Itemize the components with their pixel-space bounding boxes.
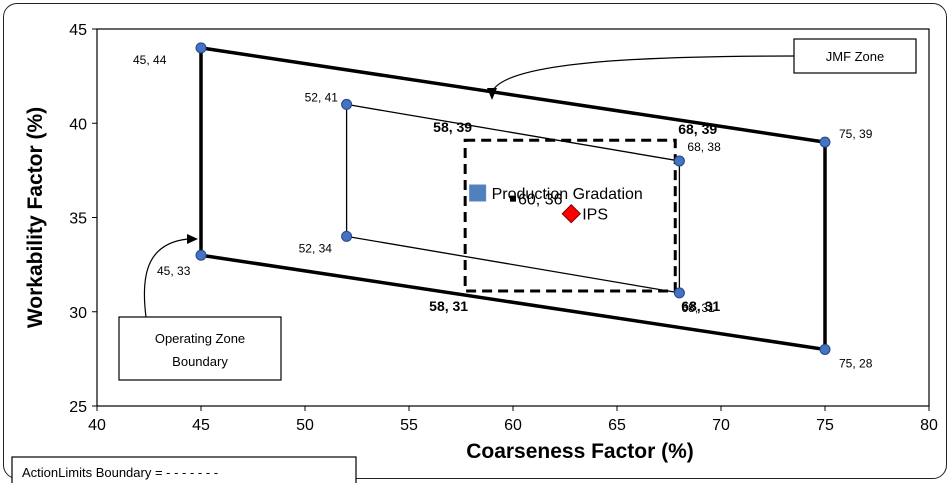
x-tick-label: 60 xyxy=(504,417,522,434)
operating-zone-point xyxy=(819,343,831,355)
x-tick-label: 75 xyxy=(816,417,834,434)
action-limits-point-label: 58, 31 xyxy=(429,298,468,314)
production-gradation-marker xyxy=(469,184,487,202)
jmf-zone-arrow xyxy=(491,55,795,93)
y-axis-title: Workability Factor (%) xyxy=(24,107,47,328)
operating-zone-point-label: 45, 44 xyxy=(133,53,167,67)
x-tick-label: 80 xyxy=(920,417,938,434)
center-point-label: 60, 36 xyxy=(518,192,563,209)
operating-zone-point-label: 45, 33 xyxy=(157,264,191,278)
jmf-zone-point xyxy=(673,287,685,299)
jmf-zone-point xyxy=(341,230,353,242)
y-tick-label: 35 xyxy=(69,211,87,228)
center-point-marker xyxy=(510,195,516,202)
jmf-zone-point-label: 68, 31 xyxy=(681,301,715,315)
x-tick-label: 45 xyxy=(192,417,210,434)
y-tick-label: 40 xyxy=(69,116,87,133)
action-limits-point-label: 58, 39 xyxy=(433,119,472,135)
action-limits-legend-text: ActionLimits Boundary = - - - - - - - xyxy=(22,465,218,480)
labels: 45, 44 75, 39 75, 28 45, 33 52, 41 68, 38 68, … xyxy=(133,53,873,371)
jmf-zone-callout-box xyxy=(793,38,917,74)
y-tick-label: 30 xyxy=(69,305,87,322)
operating-zone-callout-box xyxy=(118,316,282,381)
operating-zone-callout-line2: Boundary xyxy=(172,354,228,369)
jmf-zone-point-label: 68, 38 xyxy=(687,140,721,154)
ips-marker xyxy=(561,204,581,224)
jmf-zone-callout-text: JMF Zone xyxy=(826,49,885,64)
x-tick-label: 55 xyxy=(400,417,418,434)
jmf-zone-point xyxy=(673,155,685,167)
operating-zone-point xyxy=(195,249,207,261)
callouts: JMF Zone Operating Zone Boundary ActionLimi… xyxy=(11,38,917,483)
axes: 40 45 50 55 60 65 70 75 80 25 30 35 40 45 Coarseness F… xyxy=(24,22,938,463)
action-limits-legend-box xyxy=(11,456,357,483)
points xyxy=(195,42,831,355)
action-limits-point-label: 68, 31 xyxy=(681,298,720,314)
jmf-zone-arrowhead xyxy=(487,88,497,100)
jmf-zone-point-label: 52, 41 xyxy=(305,90,339,104)
operating-zone-callout-line1: Operating Zone xyxy=(155,331,245,346)
operating-zone-point xyxy=(195,42,207,54)
operating-zone-point xyxy=(819,136,831,148)
jmf-zone-point xyxy=(341,98,353,110)
operating-zone-arrow xyxy=(143,238,189,318)
x-tick-label: 40 xyxy=(88,417,106,434)
chart-frame xyxy=(3,3,947,479)
operating-zone-point-label: 75, 39 xyxy=(839,127,873,141)
y-tick-label: 45 xyxy=(69,22,87,39)
y-tick-label: 25 xyxy=(69,399,87,416)
jmf-zone-point-label: 52, 34 xyxy=(299,241,333,255)
x-tick-label: 65 xyxy=(608,417,626,434)
production-gradation-label: Production Gradation xyxy=(492,186,643,203)
x-tick-label: 70 xyxy=(712,417,730,434)
ips-label: IPS xyxy=(582,207,608,224)
operating-zone-point-label: 75, 28 xyxy=(839,356,873,370)
action-limits-point-label: 68, 39 xyxy=(678,121,717,137)
x-axis-title: Coarseness Factor (%) xyxy=(466,440,694,463)
x-tick-label: 50 xyxy=(296,417,314,434)
operating-zone-arrowhead xyxy=(187,234,198,244)
